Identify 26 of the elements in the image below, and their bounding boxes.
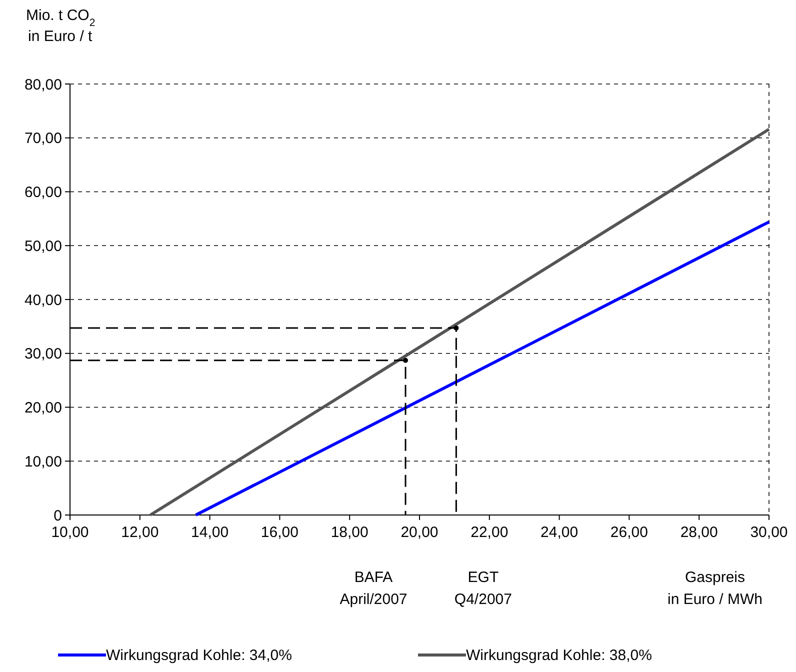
y-tick-label: 60,00	[24, 184, 62, 201]
y-tick-label: 50,00	[24, 238, 62, 255]
y-tick-label: 30,00	[24, 346, 62, 363]
y-tick-label: 10,00	[24, 453, 62, 470]
x-tick-label: 14,00	[191, 524, 229, 541]
y-tick-label: 40,00	[24, 292, 62, 309]
y-tick-label: 0	[54, 507, 62, 524]
y-tick-label: 80,00	[24, 76, 62, 94]
x-tick-label: 16,00	[260, 524, 298, 541]
legend-label: Wirkungsgrad Kohle: 38,0%	[466, 647, 652, 664]
x-tick-label: 12,00	[121, 524, 159, 541]
x-tick-label: 22,00	[470, 524, 508, 541]
y-tick-label: 20,00	[24, 400, 62, 416]
x-tick-label: 28,00	[680, 524, 718, 541]
x-tick-label: 26,00	[610, 524, 648, 541]
y-axis-title: Mio. t CO$_{2}$ in Euro / t	[26, 7, 96, 45]
text: EGT Q4/2007	[454, 569, 512, 608]
x-tick-label: 24,00	[540, 524, 578, 541]
legend-label: Wirkungsgrad Kohle: 34,0%	[106, 647, 292, 664]
x-tick-label: 20,00	[400, 524, 438, 541]
x-tick-label: 30,00	[750, 524, 788, 541]
y-tick-label: 70,00	[24, 130, 62, 148]
x-tick-label: 18,00	[330, 524, 368, 541]
text: BAFA April/2007	[340, 569, 408, 608]
x-tick-label: 10,00	[51, 524, 89, 541]
x-axis-title: Gaspreis in Euro / MWh	[667, 569, 763, 608]
